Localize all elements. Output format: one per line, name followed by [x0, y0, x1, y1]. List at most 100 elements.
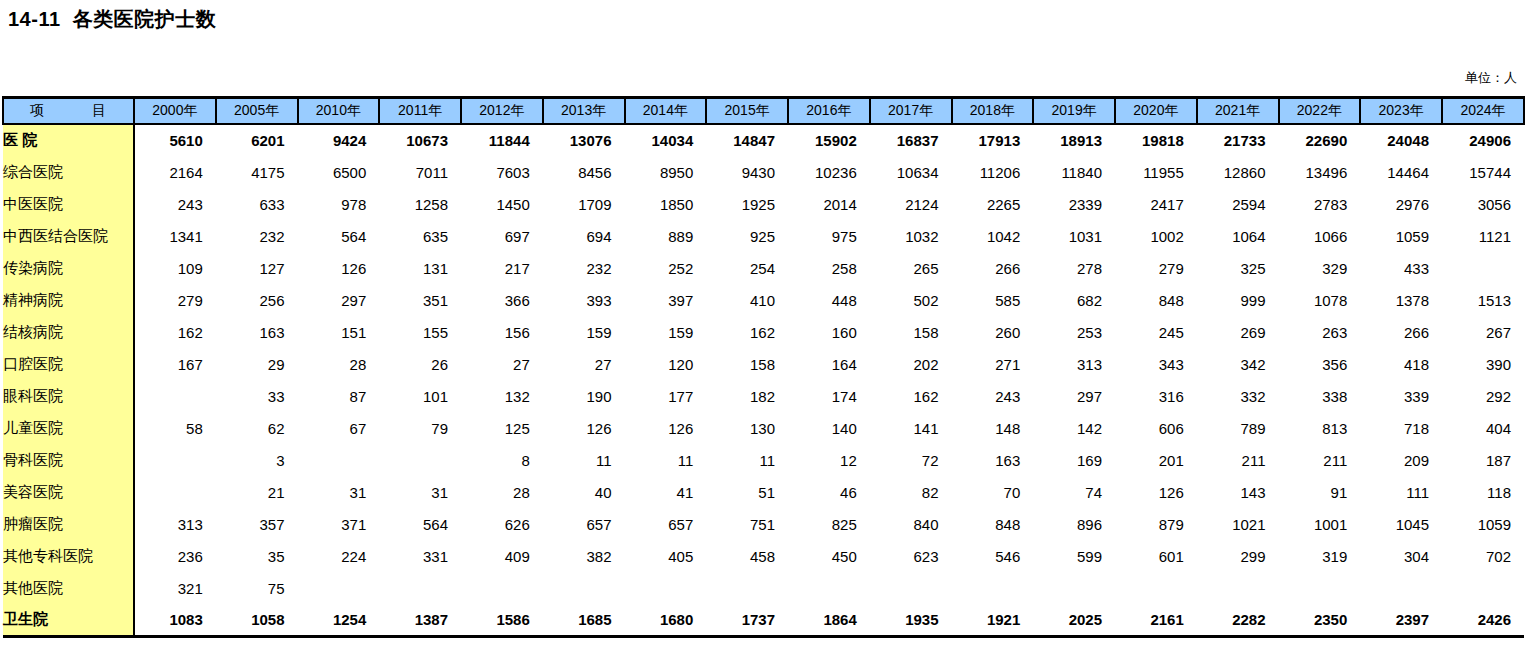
cell: 433 [1360, 252, 1442, 284]
cell: 9430 [706, 156, 788, 188]
cell: 925 [706, 220, 788, 252]
cell [788, 572, 870, 604]
cell: 564 [298, 220, 380, 252]
cell [952, 572, 1034, 604]
cell [379, 572, 461, 604]
cell: 404 [1442, 412, 1524, 444]
cell: 31 [379, 476, 461, 508]
cell: 167 [134, 348, 216, 380]
cell: 879 [1115, 508, 1197, 540]
row-label: 医 院 [3, 124, 134, 156]
cell: 1850 [625, 188, 707, 220]
cell: 2350 [1279, 604, 1361, 636]
cell [298, 572, 380, 604]
cell: 232 [543, 252, 625, 284]
row-label: 其他专科医院 [3, 540, 134, 572]
cell: 313 [134, 508, 216, 540]
cell: 1001 [1279, 508, 1361, 540]
cell: 6201 [216, 124, 298, 156]
cell: 17913 [952, 124, 1034, 156]
cell: 366 [461, 284, 543, 316]
cell: 343 [1115, 348, 1197, 380]
cell: 626 [461, 508, 543, 540]
row-label: 综合医院 [3, 156, 134, 188]
cell: 1921 [952, 604, 1034, 636]
cell: 24906 [1442, 124, 1524, 156]
cell: 279 [1115, 252, 1197, 284]
cell: 111 [1360, 476, 1442, 508]
cell: 245 [1115, 316, 1197, 348]
cell: 304 [1360, 540, 1442, 572]
cell: 160 [788, 316, 870, 348]
cell: 11844 [461, 124, 543, 156]
row-label: 口腔医院 [3, 348, 134, 380]
cell: 267 [1442, 316, 1524, 348]
cell: 1059 [1442, 508, 1524, 540]
cell: 4175 [216, 156, 298, 188]
cell: 2426 [1442, 604, 1524, 636]
cell: 1121 [1442, 220, 1524, 252]
cell: 278 [1033, 252, 1115, 284]
cell: 15902 [788, 124, 870, 156]
cell: 418 [1360, 348, 1442, 380]
cell: 13496 [1279, 156, 1361, 188]
cell: 33 [216, 380, 298, 412]
cell: 397 [625, 284, 707, 316]
table-row: 其他医院32175 [3, 572, 1524, 604]
cell: 999 [1197, 284, 1279, 316]
cell [1360, 572, 1442, 604]
cell: 253 [1033, 316, 1115, 348]
table-row: 口腔医院167292826272712015816420227131334334… [3, 348, 1524, 380]
cell: 410 [706, 284, 788, 316]
cell: 209 [1360, 444, 1442, 476]
cell: 151 [298, 316, 380, 348]
cell [706, 572, 788, 604]
cell: 405 [625, 540, 707, 572]
year-header: 2013年 [543, 98, 625, 125]
cell: 75 [216, 572, 298, 604]
cell: 202 [870, 348, 952, 380]
cell: 2783 [1279, 188, 1361, 220]
cell: 1258 [379, 188, 461, 220]
header-row: 项 目 2000年2005年2010年2011年2012年2013年2014年2… [3, 98, 1524, 125]
cell: 7011 [379, 156, 461, 188]
cell: 11 [543, 444, 625, 476]
cell: 11840 [1033, 156, 1115, 188]
cell: 848 [952, 508, 1034, 540]
cell: 101 [379, 380, 461, 412]
cell: 2164 [134, 156, 216, 188]
year-header: 2016年 [788, 98, 870, 125]
year-header: 2017年 [870, 98, 952, 125]
table-row: 眼科医院338710113219017718217416224329731633… [3, 380, 1524, 412]
table-row: 中西医结合医院134123256463569769488992597510321… [3, 220, 1524, 252]
cell: 297 [1033, 380, 1115, 412]
cell: 243 [134, 188, 216, 220]
cell: 1709 [543, 188, 625, 220]
cell: 201 [1115, 444, 1197, 476]
cell: 109 [134, 252, 216, 284]
year-header: 2020年 [1115, 98, 1197, 125]
cell: 190 [543, 380, 625, 412]
cell: 718 [1360, 412, 1442, 444]
cell: 1064 [1197, 220, 1279, 252]
cell: 329 [1279, 252, 1361, 284]
cell: 158 [870, 316, 952, 348]
cell: 256 [216, 284, 298, 316]
cell: 126 [1115, 476, 1197, 508]
cell: 840 [870, 508, 952, 540]
cell: 18913 [1033, 124, 1115, 156]
table-row: 其他专科医院2363522433140938240545845062354659… [3, 540, 1524, 572]
cell: 321 [134, 572, 216, 604]
cell: 258 [788, 252, 870, 284]
cell: 1935 [870, 604, 952, 636]
row-label: 其他医院 [3, 572, 134, 604]
cell: 28 [298, 348, 380, 380]
cell: 2282 [1197, 604, 1279, 636]
cell [379, 444, 461, 476]
cell: 58 [134, 412, 216, 444]
cell: 1341 [134, 220, 216, 252]
cell: 1078 [1279, 284, 1361, 316]
table-row: 中医医院243633978125814501709185019252014212… [3, 188, 1524, 220]
row-label: 卫生院 [3, 604, 134, 636]
page-title: 14-11 各类医院护士数 [8, 6, 216, 33]
